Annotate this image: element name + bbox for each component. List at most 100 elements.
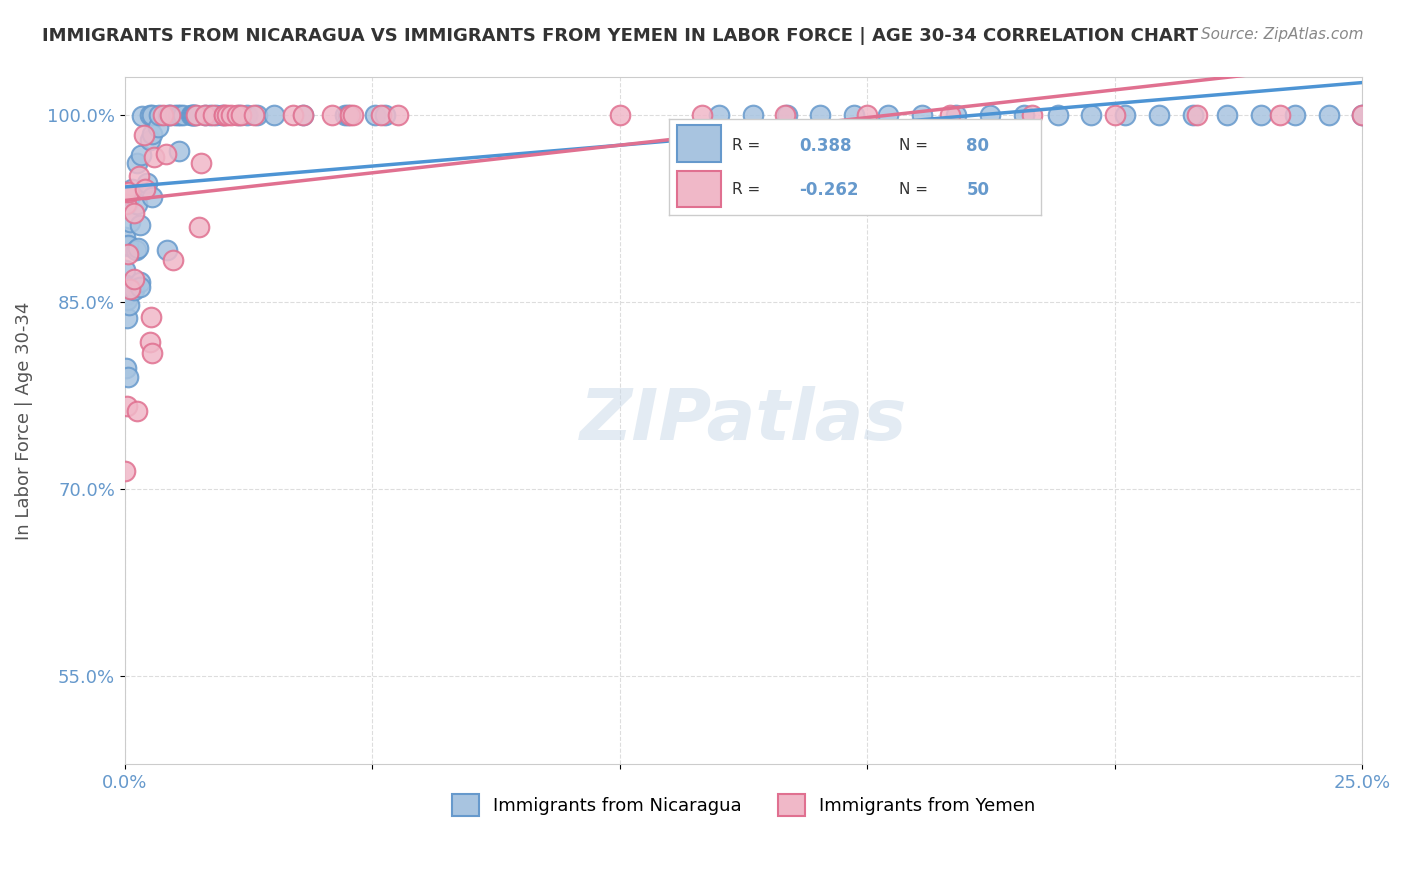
Point — [1250, 108, 1272, 122]
Point — [117, 238, 139, 252]
Point — [1046, 108, 1069, 122]
Point — [117, 239, 139, 253]
Text: IMMIGRANTS FROM NICARAGUA VS IMMIGRANTS FROM YEMEN IN LABOR FORCE | AGE 30-34 CO: IMMIGRANTS FROM NICARAGUA VS IMMIGRANTS … — [42, 27, 1198, 45]
Point — [1182, 108, 1205, 122]
Point — [911, 108, 934, 122]
Point — [856, 108, 879, 122]
Point — [335, 108, 357, 122]
Point — [281, 108, 304, 122]
Point — [228, 108, 250, 122]
Point — [156, 243, 179, 257]
Point — [1216, 108, 1239, 122]
Point — [246, 108, 269, 122]
Point — [229, 108, 252, 122]
Point — [114, 230, 136, 244]
Point — [205, 108, 228, 122]
Point — [1351, 108, 1374, 122]
Point — [236, 108, 259, 122]
Point — [211, 108, 233, 122]
Point — [115, 310, 138, 325]
Point — [979, 108, 1001, 122]
Point — [114, 263, 136, 277]
Point — [124, 283, 146, 297]
Text: ZIPatlas: ZIPatlas — [579, 386, 907, 455]
Point — [741, 108, 763, 122]
Point — [152, 108, 174, 122]
Point — [155, 146, 177, 161]
Point — [190, 156, 212, 170]
Point — [808, 108, 831, 122]
Point — [115, 399, 138, 413]
Point — [221, 108, 243, 122]
Point — [117, 369, 139, 384]
Point — [200, 108, 222, 122]
Point — [128, 169, 150, 183]
Point — [115, 185, 138, 199]
Point — [141, 310, 163, 324]
Point — [202, 108, 225, 122]
Point — [1147, 108, 1170, 122]
Point — [321, 108, 343, 122]
Point — [169, 108, 191, 122]
Point — [1351, 108, 1374, 122]
Point — [141, 108, 163, 122]
Point — [707, 108, 730, 122]
Point — [212, 108, 235, 122]
Point — [162, 253, 184, 268]
Point — [263, 108, 285, 122]
Text: Source: ZipAtlas.com: Source: ZipAtlas.com — [1201, 27, 1364, 42]
Point — [1317, 108, 1340, 122]
Point — [118, 188, 141, 202]
Point — [128, 218, 150, 232]
Point — [165, 108, 187, 122]
Point — [1187, 108, 1209, 122]
Point — [181, 108, 204, 122]
Point — [877, 108, 900, 122]
Point — [183, 108, 205, 122]
Point — [172, 108, 194, 122]
Point — [194, 108, 217, 122]
Point — [1104, 108, 1126, 122]
Point — [128, 275, 150, 289]
Point — [342, 108, 364, 122]
Point — [134, 182, 156, 196]
Point — [1114, 108, 1136, 122]
Legend: Immigrants from Nicaragua, Immigrants from Yemen: Immigrants from Nicaragua, Immigrants fr… — [444, 787, 1043, 823]
Point — [118, 279, 141, 293]
Point — [184, 108, 207, 122]
Point — [118, 282, 141, 296]
Point — [194, 108, 217, 122]
Point — [114, 464, 136, 478]
Point — [212, 108, 235, 122]
Point — [181, 108, 204, 122]
Point — [129, 148, 152, 162]
Point — [118, 186, 141, 200]
Point — [141, 127, 163, 141]
Point — [167, 145, 190, 159]
Point — [184, 108, 207, 122]
Point — [114, 278, 136, 293]
Point — [159, 108, 181, 122]
Point — [118, 298, 141, 312]
Point — [225, 108, 247, 122]
Point — [139, 133, 162, 147]
Point — [135, 177, 157, 191]
Point — [125, 244, 148, 258]
Point — [292, 108, 315, 122]
Point — [387, 108, 409, 122]
Point — [217, 108, 239, 122]
Point — [1021, 108, 1043, 122]
Point — [775, 108, 797, 122]
Point — [141, 346, 163, 360]
Point — [117, 246, 139, 260]
Point — [337, 108, 360, 122]
Point — [132, 128, 155, 142]
Point — [156, 108, 179, 122]
Point — [609, 108, 631, 122]
Point — [242, 108, 264, 122]
Point — [939, 108, 962, 122]
Point — [127, 196, 149, 211]
Point — [1012, 108, 1035, 122]
Point — [690, 108, 713, 122]
Point — [180, 108, 202, 122]
